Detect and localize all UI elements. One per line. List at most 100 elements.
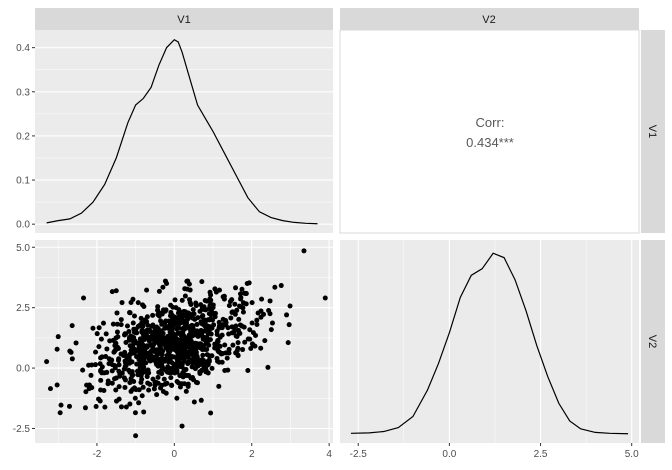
grid-v2-density [357, 240, 633, 443]
scatter-point [140, 342, 146, 348]
scatter-point [152, 382, 158, 388]
scatter-point [268, 327, 274, 333]
scatter-point [169, 383, 175, 389]
scatter-point [142, 335, 148, 341]
scatter-point [205, 331, 211, 337]
panel-v2-density [340, 240, 639, 443]
v1-density-curve [46, 38, 318, 225]
scatter-point [181, 318, 187, 324]
scatter-point [249, 320, 255, 326]
scatter-point [183, 388, 189, 394]
scatter-point [247, 336, 253, 342]
scatter-point [160, 389, 166, 395]
scatter-point [265, 364, 271, 370]
scatter-point [212, 286, 218, 292]
scatter-point [156, 358, 162, 364]
scatter-point [222, 342, 228, 348]
scatter-point [150, 312, 156, 318]
scatter-point [112, 343, 118, 349]
scatter-point [215, 348, 221, 354]
scatter-point [138, 346, 144, 352]
scatter-point-outlier [55, 334, 61, 340]
xtick-label: -2 [92, 449, 101, 460]
scatter-point [113, 375, 119, 381]
strip-right-v2 [641, 240, 665, 443]
scatter-point [233, 350, 239, 356]
scatter-point [96, 325, 102, 331]
scatter-point [197, 341, 203, 347]
scatter-point [240, 347, 246, 353]
scatter-point [254, 321, 260, 327]
scatter-point [163, 324, 169, 330]
scatter-point [165, 364, 171, 370]
scatter-point [183, 349, 189, 355]
scatter-point [285, 340, 291, 346]
scatter-point [209, 365, 215, 371]
scatter-point [203, 369, 209, 375]
panel-v1-density [35, 30, 333, 233]
scatter-point [198, 397, 204, 403]
grid-v1-density [35, 47, 333, 225]
scatter-point [92, 362, 98, 368]
scatter-point [182, 293, 188, 299]
scatter-point [169, 370, 175, 376]
scatter-point [114, 321, 120, 327]
xtick-label: 2 [249, 449, 255, 460]
scatter-point-outlier [284, 312, 290, 318]
scatter-point [140, 384, 146, 390]
scatter-point [200, 352, 206, 358]
scatter-point [138, 315, 144, 321]
scatter-point [123, 339, 129, 345]
scatter-point [185, 353, 191, 359]
scatter-point [208, 410, 214, 416]
scatter-point [159, 321, 165, 327]
scatter-point [177, 321, 183, 327]
strip-right-v1 [641, 30, 665, 233]
scatter-point [269, 320, 275, 326]
scatter-point [127, 401, 133, 407]
scatter-point [189, 364, 195, 370]
scatter-point [161, 376, 167, 382]
scatter-point [164, 346, 170, 352]
scatter-point [146, 387, 152, 393]
scatter-point [127, 343, 133, 349]
scatter-point [235, 345, 241, 351]
scatter-point [109, 380, 115, 386]
scatter-point [174, 379, 180, 385]
scatter-point [179, 381, 185, 387]
scatter-point [234, 307, 240, 313]
scatter-point [190, 315, 196, 321]
scatter-point [197, 330, 203, 336]
scatter-point [174, 348, 180, 354]
xtick-label: 0.0 [442, 449, 456, 460]
scatter-point [216, 325, 222, 331]
scatter-point [123, 404, 129, 410]
scatter-point [94, 331, 100, 337]
scatter-point [220, 350, 226, 356]
scatter-point [136, 400, 142, 406]
scatter-point [185, 337, 191, 343]
scatter-point [137, 360, 143, 366]
scatter-point [258, 314, 264, 320]
scatter-point [216, 383, 222, 389]
scatter-point [104, 346, 110, 352]
scatter-point [182, 286, 188, 292]
scatter-point [135, 372, 141, 378]
scatter-point [158, 338, 164, 344]
scatter-point [226, 303, 232, 309]
ytick-label: 0.1 [16, 176, 30, 187]
scatter-point [194, 321, 200, 327]
scatter-point [174, 395, 180, 401]
scatter-point [200, 313, 206, 319]
scatter-point [98, 355, 104, 361]
scatter-point [182, 367, 188, 373]
scatter-point [109, 368, 115, 374]
scatter-point [170, 314, 176, 320]
scatter-point [155, 374, 161, 380]
scatter-point [116, 362, 122, 368]
scatter-point [187, 287, 193, 293]
scatter-point [116, 356, 122, 362]
scatter-point [188, 327, 194, 333]
scatter-point [128, 376, 134, 382]
scatter-point [183, 313, 189, 319]
